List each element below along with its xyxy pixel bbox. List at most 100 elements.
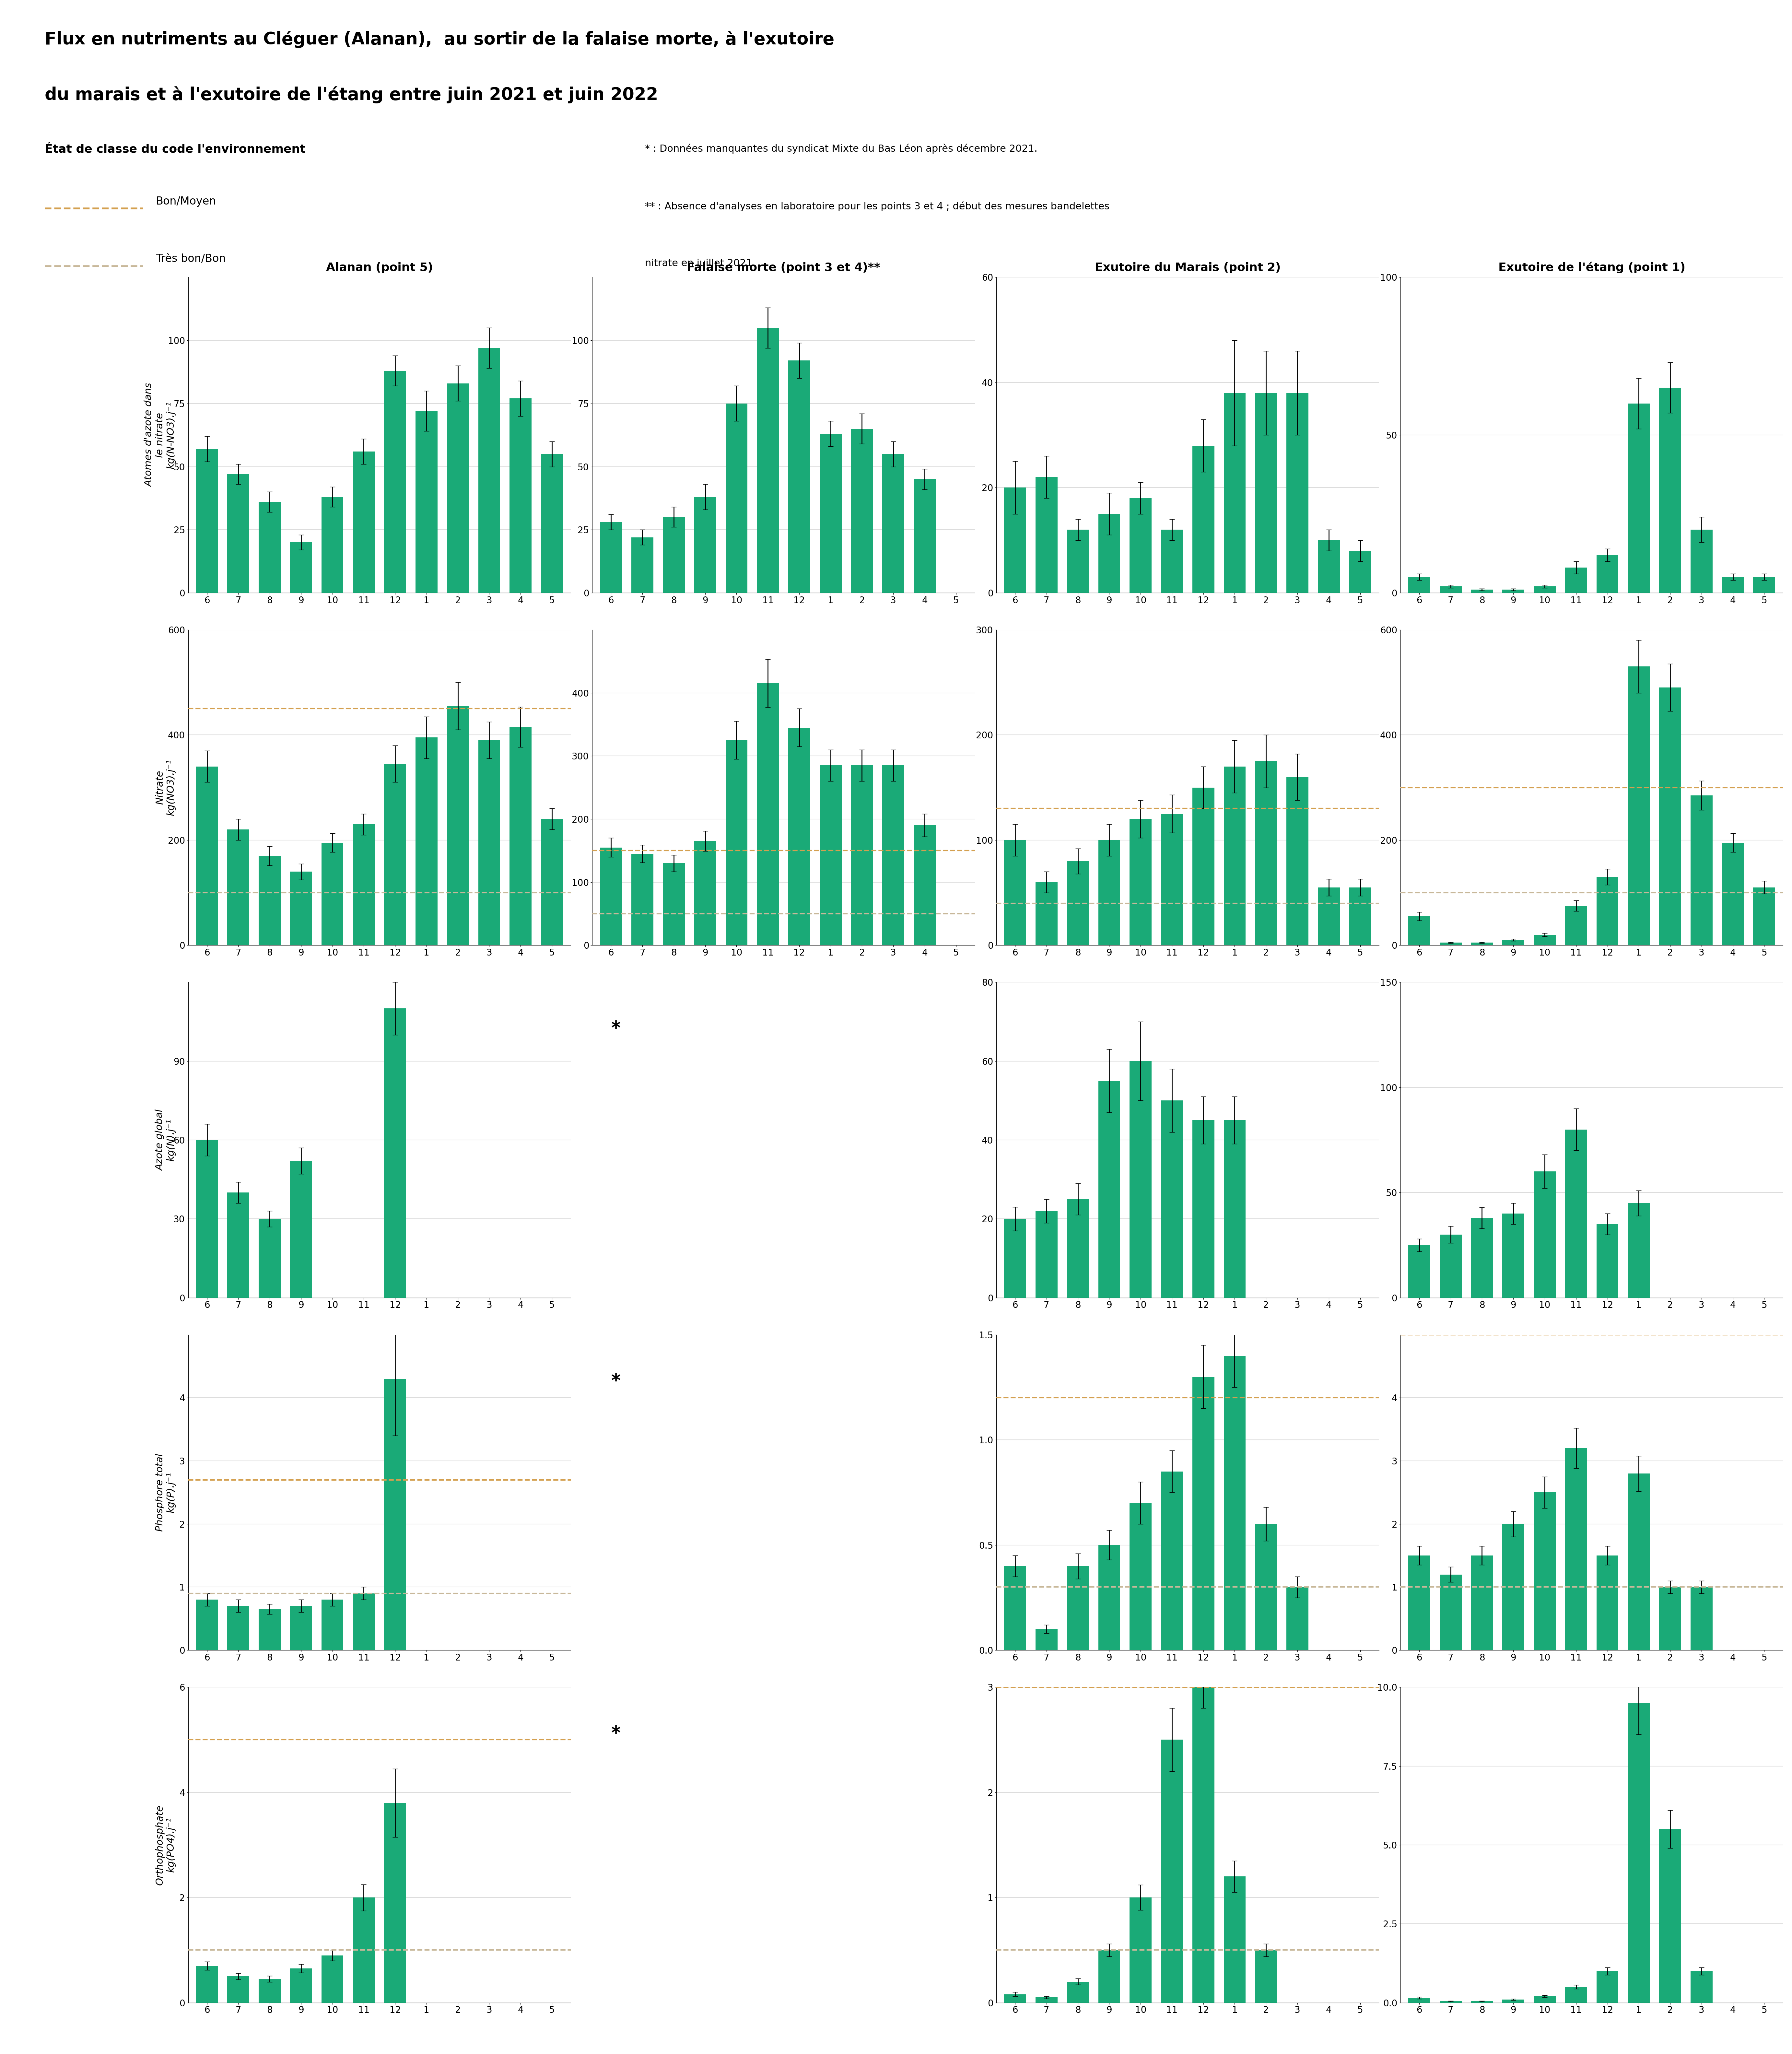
Bar [416, 737, 437, 945]
Text: Très bon/Bon: Très bon/Bon [156, 253, 226, 265]
Bar [1317, 887, 1340, 945]
Bar [541, 820, 563, 945]
Bar [353, 1594, 375, 1649]
Bar [228, 474, 249, 594]
Bar [1161, 813, 1183, 945]
Bar [383, 1378, 407, 1649]
Bar [1066, 1565, 1090, 1649]
Bar [321, 1600, 344, 1649]
Bar [756, 684, 780, 945]
Bar [1690, 1972, 1713, 2003]
Bar [1564, 1130, 1588, 1298]
Bar [882, 454, 905, 594]
Bar [1036, 1629, 1057, 1649]
Text: nitrate en juillet 2021.: nitrate en juillet 2021. [645, 259, 756, 269]
Bar [1597, 1972, 1618, 2003]
Bar [1192, 446, 1215, 594]
Text: ** : Absence d'analyses en laboratoire pour les points 3 et 4 ; début des mesure: ** : Absence d'analyses en laboratoire p… [645, 201, 1109, 212]
Bar [478, 739, 500, 945]
Bar [1753, 577, 1776, 594]
Bar [1066, 861, 1090, 945]
Bar [914, 479, 935, 594]
Bar [1224, 1877, 1245, 2003]
Bar [1597, 877, 1618, 945]
Bar [1471, 943, 1493, 945]
Bar [1439, 1575, 1462, 1649]
Bar [1349, 550, 1371, 594]
Bar [1066, 1200, 1090, 1298]
Bar [1287, 392, 1308, 594]
Bar [1534, 1493, 1555, 1649]
Bar [1004, 487, 1027, 594]
Bar [290, 542, 312, 594]
Text: Falaise morte (point 3 et 4)**: Falaise morte (point 3 et 4)** [686, 263, 880, 273]
Text: *: * [611, 1725, 620, 1742]
Bar [694, 842, 717, 945]
Bar [290, 871, 312, 945]
Bar [1722, 577, 1744, 594]
Bar [1471, 589, 1493, 594]
Bar [1690, 795, 1713, 945]
Bar [1534, 587, 1555, 594]
Bar [1690, 530, 1713, 594]
Bar [663, 863, 685, 945]
Bar [1129, 499, 1152, 594]
Bar [1036, 1212, 1057, 1298]
Bar [600, 522, 622, 594]
Bar [1098, 514, 1120, 594]
Bar [228, 1976, 249, 2003]
Bar [1129, 1062, 1152, 1298]
Bar [756, 329, 780, 594]
Bar [195, 1140, 219, 1298]
Bar [1098, 1545, 1120, 1649]
Bar [1534, 935, 1555, 945]
Bar [1161, 1471, 1183, 1649]
Bar [1224, 392, 1245, 594]
Bar [1659, 1588, 1681, 1649]
Text: *: * [611, 1372, 620, 1391]
Text: Alanan (point 5): Alanan (point 5) [326, 263, 434, 273]
Text: Flux en nutriments au Cléguer (Alanan),  au sortir de la falaise morte, à l'exut: Flux en nutriments au Cléguer (Alanan), … [45, 31, 835, 47]
Bar [258, 857, 281, 945]
Bar [1036, 1996, 1057, 2003]
Bar [1129, 1504, 1152, 1649]
Bar [383, 1803, 407, 2003]
Bar [851, 429, 873, 594]
Bar [1564, 567, 1588, 594]
Bar [1192, 1666, 1215, 2003]
Bar [1066, 1982, 1090, 2003]
Bar [631, 538, 654, 594]
Bar [1627, 1473, 1650, 1649]
Bar [600, 848, 622, 945]
Bar [1627, 1204, 1650, 1298]
Bar [1192, 1376, 1215, 1649]
Text: Exutoire du Marais (point 2): Exutoire du Marais (point 2) [1095, 263, 1281, 273]
Bar [509, 727, 532, 945]
Bar [195, 450, 219, 594]
Text: Bon/Moyen: Bon/Moyen [156, 195, 217, 207]
Bar [321, 842, 344, 945]
Text: du marais et à l'exutoire de l'étang entre juin 2021 et juin 2022: du marais et à l'exutoire de l'étang ent… [45, 86, 658, 103]
Text: Orthophosphate
kg(PO4).j⁻¹: Orthophosphate kg(PO4).j⁻¹ [156, 1805, 176, 1886]
Bar [195, 1966, 219, 2003]
Bar [228, 830, 249, 945]
Text: Phosphore total
kg(P).j⁻¹: Phosphore total kg(P).j⁻¹ [156, 1454, 176, 1532]
Bar [1224, 766, 1245, 945]
Bar [290, 1606, 312, 1649]
Bar [1098, 1080, 1120, 1298]
Bar [631, 854, 654, 945]
Bar [788, 727, 810, 945]
Bar [851, 766, 873, 945]
Bar [1659, 688, 1681, 945]
Bar [383, 1009, 407, 1298]
Bar [1597, 555, 1618, 594]
Bar [353, 1898, 375, 2003]
Text: Atomes d'azote dans
le nitrate
kg(N-NO3).j⁻¹: Atomes d'azote dans le nitrate kg(N-NO3)… [145, 384, 176, 487]
Bar [1659, 388, 1681, 594]
Bar [1004, 1994, 1027, 2003]
Bar [1627, 403, 1650, 594]
Bar [1004, 840, 1027, 945]
Bar [1439, 587, 1462, 594]
Bar [1129, 820, 1152, 945]
Bar [1564, 1448, 1588, 1649]
